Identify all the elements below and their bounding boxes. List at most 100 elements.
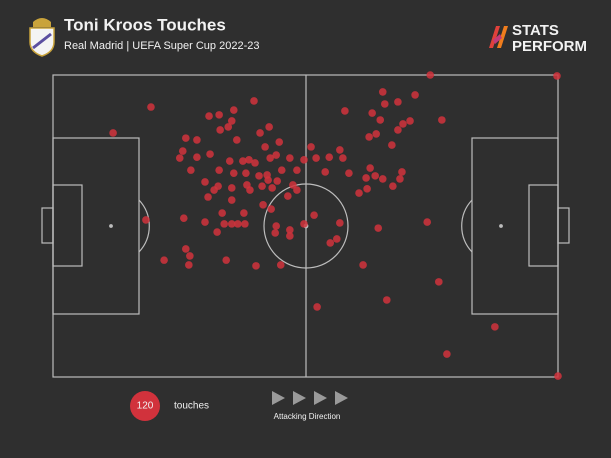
touch-point [266, 154, 274, 162]
touch-point [411, 91, 419, 99]
touch-point [220, 220, 228, 228]
chart-subtitle: Real Madrid | UEFA Super Cup 2022-23 [64, 40, 259, 52]
touch-point [394, 126, 402, 134]
touch-point [426, 71, 435, 79]
touch-point [178, 147, 187, 155]
touch-point [268, 184, 276, 192]
touch-point [443, 350, 451, 358]
touch-point [276, 261, 285, 269]
brand-logo [489, 26, 508, 48]
touch-point [310, 211, 318, 219]
touch-point [293, 186, 301, 194]
touch-point [389, 182, 397, 190]
touch-point [267, 205, 275, 213]
touch-point [363, 185, 371, 193]
touch-point [206, 150, 214, 158]
touch-point [372, 130, 381, 138]
touch-point [336, 146, 344, 154]
touch-point [406, 117, 414, 125]
touch-point [374, 224, 383, 232]
touch-point [333, 235, 341, 243]
touch-point [378, 88, 387, 96]
touch-point [300, 220, 308, 228]
touch-point [109, 129, 117, 137]
club-crest [29, 18, 55, 57]
touch-point [396, 175, 404, 183]
touch-point [204, 193, 212, 201]
touch-point [227, 196, 236, 204]
touch-point [256, 129, 264, 137]
touch-point [368, 109, 376, 117]
brand-line: STATS [512, 22, 559, 39]
legend-label: touches [174, 401, 209, 412]
touch-point [213, 228, 221, 236]
touch-point [179, 214, 188, 222]
touch-point [255, 172, 263, 180]
touch-point [345, 169, 353, 177]
touch-point [275, 138, 284, 146]
touch-point [293, 166, 301, 174]
touch-point [366, 164, 374, 172]
touch-point [233, 136, 241, 144]
touch-point [227, 220, 236, 228]
touch-point [286, 154, 294, 162]
touch-point [215, 111, 223, 119]
touch-point [242, 169, 250, 177]
touch-point [491, 323, 499, 331]
touch-point [175, 154, 184, 162]
touch-point [193, 136, 201, 144]
touch-point [438, 116, 446, 124]
touch-point [313, 303, 321, 311]
touch-point [284, 192, 292, 200]
touch-point [234, 220, 242, 228]
touch-point [229, 106, 238, 114]
chart-title: Toni Kroos Touches [64, 15, 226, 34]
touch-point [182, 245, 190, 253]
touch-point [554, 372, 562, 380]
touch-point [261, 143, 269, 151]
touch-point [325, 153, 334, 161]
touch-point [336, 219, 344, 227]
touch-point [365, 133, 373, 141]
touch-point [312, 154, 320, 162]
touch-point [252, 262, 260, 270]
touch-point [229, 169, 238, 177]
touch-point [371, 172, 379, 180]
touch-point [160, 256, 168, 264]
touch-point [227, 117, 236, 125]
touch-point [214, 182, 222, 190]
touch-point [388, 141, 396, 149]
touch-point [326, 239, 335, 247]
touch-point [553, 72, 561, 80]
touch-point [341, 107, 349, 115]
touch-point [187, 166, 195, 174]
touch-point [272, 222, 281, 230]
touch-point [240, 209, 248, 217]
touch-point [362, 174, 370, 182]
touch-point [258, 182, 266, 190]
touch-point [251, 159, 259, 167]
direction-label: Attacking Direction [274, 412, 341, 421]
touch-point [222, 256, 231, 264]
touch-point [272, 151, 281, 159]
touch-point [359, 261, 367, 269]
touch-point [271, 229, 280, 237]
touch-point [355, 189, 363, 197]
touch-point [300, 156, 308, 164]
touch-point [394, 98, 402, 106]
touch-point [259, 201, 267, 209]
touch-point [201, 178, 209, 186]
touch-point [205, 112, 213, 120]
touch-point [216, 126, 224, 134]
touch-point [147, 103, 155, 111]
touch-point [286, 226, 294, 234]
touch-point [423, 218, 432, 226]
touch-point [339, 154, 347, 162]
touch-point [398, 168, 406, 176]
touch-point [265, 123, 273, 131]
touch-point [227, 184, 236, 192]
touch-point [239, 157, 247, 165]
touch-point [399, 120, 407, 128]
touch-point [307, 143, 315, 151]
touch-point [185, 261, 193, 269]
